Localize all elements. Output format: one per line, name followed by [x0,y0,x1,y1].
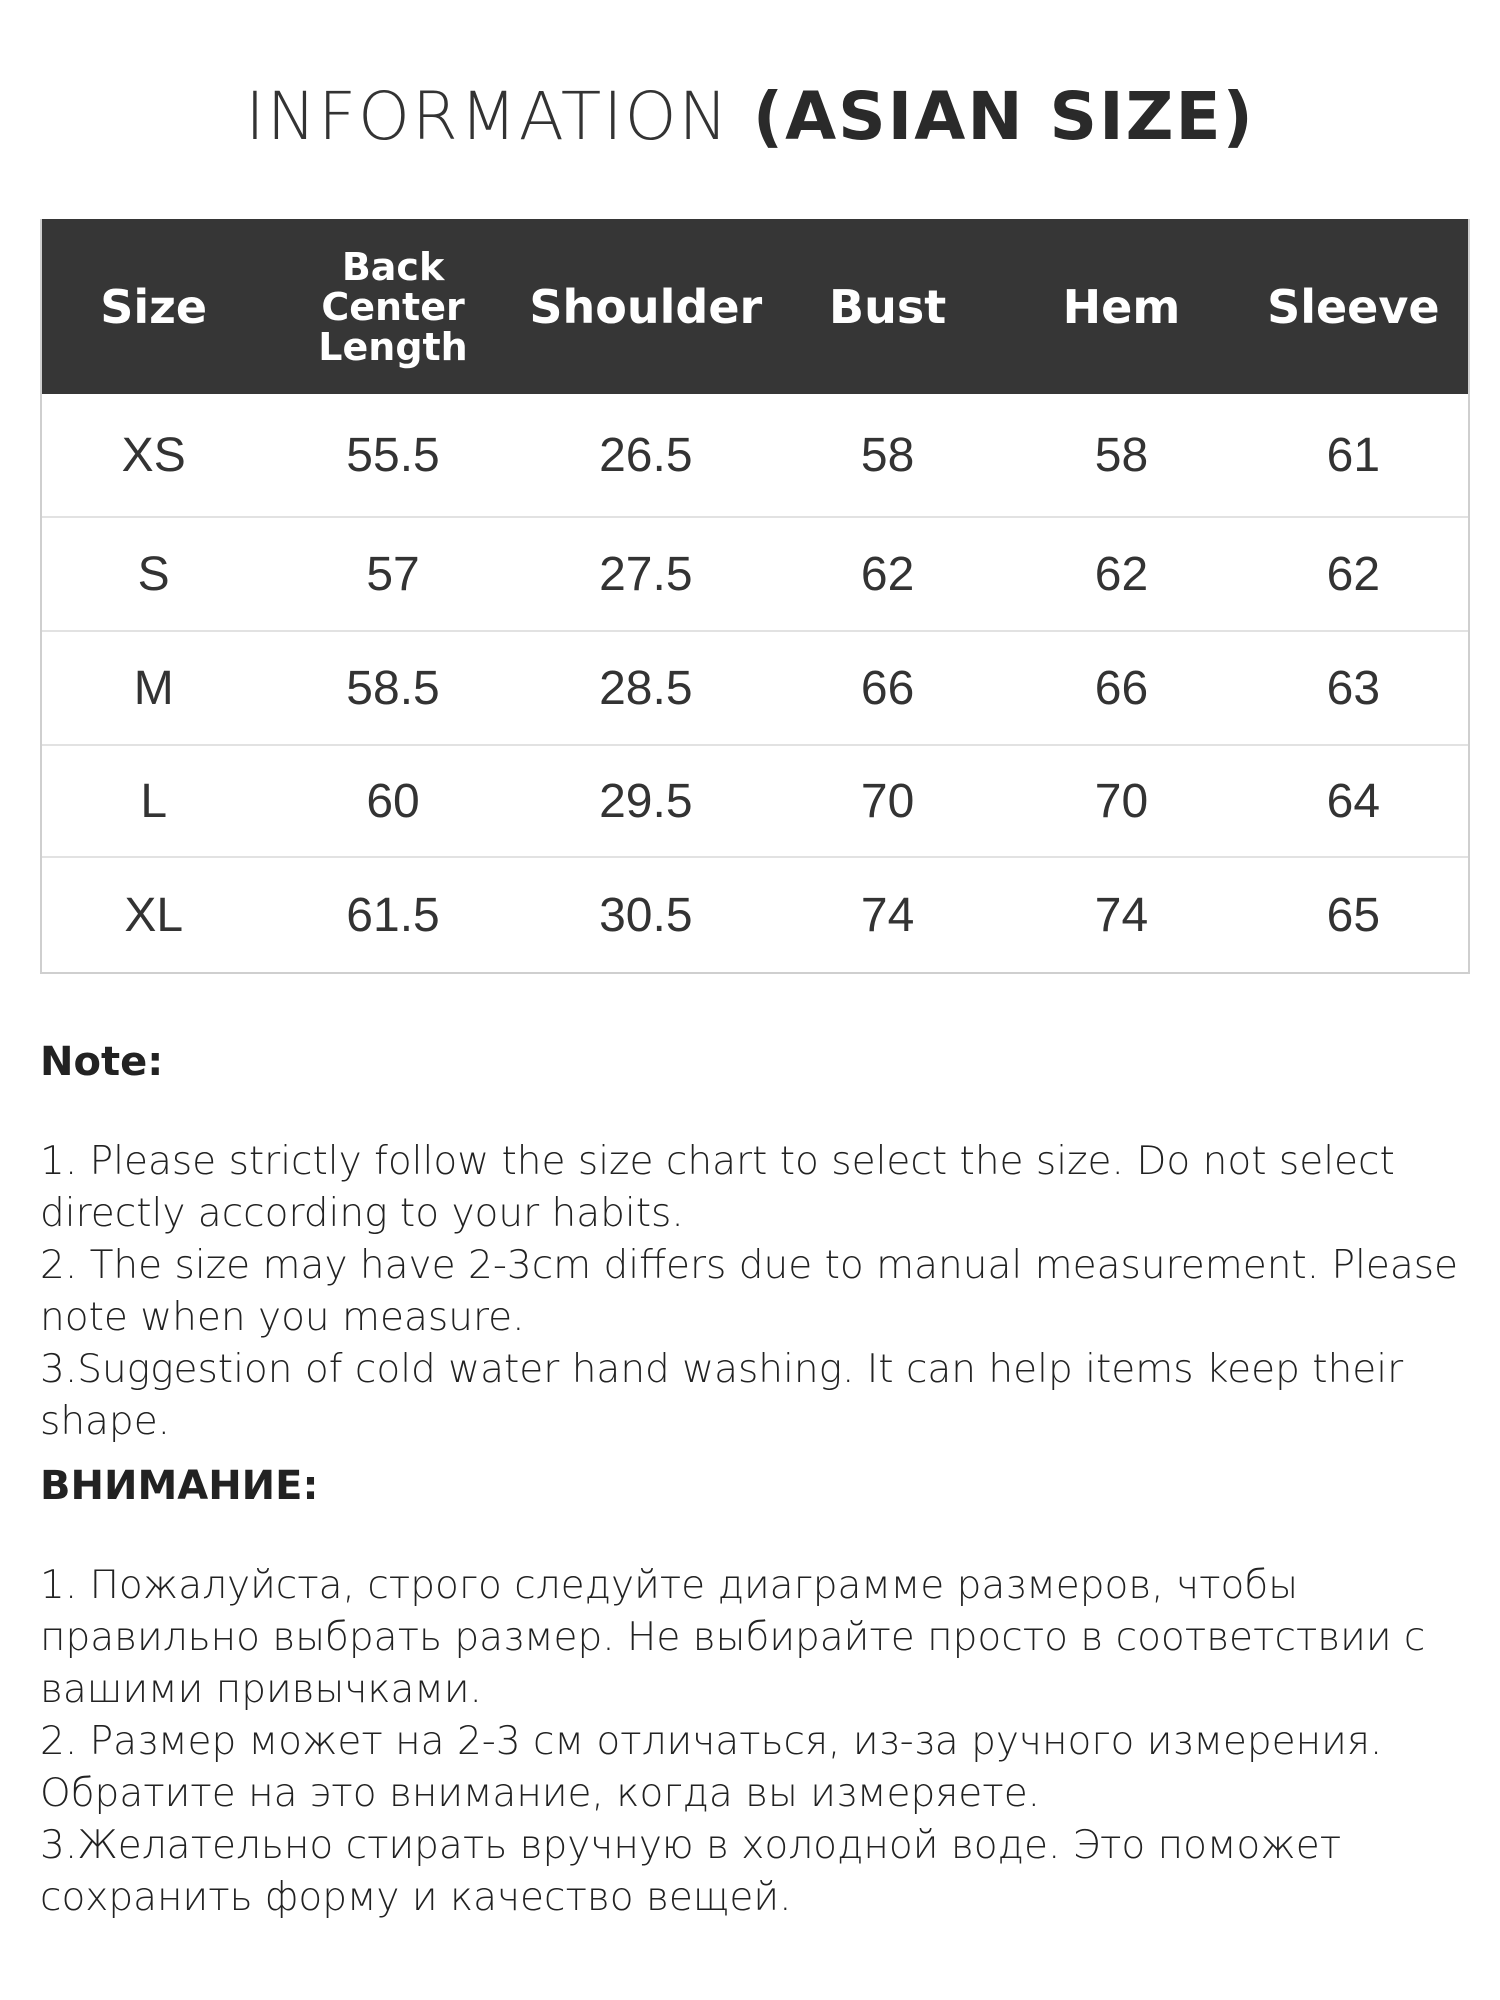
table-cell: 60 [366,774,420,828]
table-cell: 66 [1094,661,1149,715]
table-row: XL 61.5 30.5 74 74 65 [42,858,1468,972]
note-english: Note: 1. Please strictly follow the size… [40,1036,1470,1448]
table-cell: 62 [1326,547,1381,601]
table-cell: 62 [860,547,915,601]
table-cell: 66 [860,661,915,715]
table-row: L 60 29.5 70 70 64 [42,746,1468,858]
note-heading: Note: [40,1039,164,1085]
header-size: Size [100,279,208,334]
note-item: 3.Suggestion of cold water hand washing.… [40,1347,1404,1444]
table-cell: 74 [860,888,915,942]
table-row: S 57 27.5 62 62 62 [42,518,1468,632]
table-cell: 61 [1326,428,1381,482]
table-cell: 58 [1094,428,1149,482]
note-russian: ВНИМАНИЕ: 1. Пожалуйста, строго следуйте… [40,1460,1470,1924]
note-heading: ВНИМАНИЕ: [40,1463,319,1509]
table-cell: 63 [1326,661,1381,715]
table-header: Size Back Center Length Shoulder Bust He… [42,219,1468,394]
table-cell: 64 [1326,774,1381,828]
table-cell: M [133,661,174,715]
note-item: 1. Пожалуйста, строго следуйте диаграмме… [40,1563,1426,1712]
table-row: XS 55.5 26.5 58 58 61 [42,394,1468,518]
header-back-center-length: Back Center Length [318,244,468,369]
table-cell: 62 [1094,547,1149,601]
table-cell: 58 [860,428,915,482]
note-item: 3.Желательно стирать вручную в холодной … [40,1823,1342,1920]
header-bust: Bust [829,279,947,334]
table-row: M 58.5 28.5 66 66 63 [42,632,1468,746]
table-cell: 74 [1094,888,1149,942]
header-sleeve: Sleeve [1267,279,1440,334]
table-cell: XL [124,888,184,942]
table-cell: 58.5 [346,661,440,715]
table-cell: 29.5 [599,774,693,828]
table-cell: L [140,774,168,828]
page-title: INFORMATION (ASIAN SIZE) [245,78,1255,155]
table-cell: 61.5 [346,888,440,942]
table-cell: 57 [366,547,420,601]
table-body: XS 55.5 26.5 58 58 61 S 57 27.5 62 62 62 M 58.5 28.5 66… [42,394,1468,972]
table-cell: 27.5 [599,547,693,601]
table-cell: 26.5 [599,428,693,482]
table-cell: 70 [1094,774,1149,828]
table-cell: 65 [1326,888,1381,942]
table-cell: 70 [860,774,915,828]
header-hem: Hem [1062,279,1181,334]
table-cell: 28.5 [599,661,693,715]
size-table: Size Back Center Length Shoulder Bust He… [40,219,1470,974]
table-cell: S [137,547,170,601]
note-item: 2. The size may have 2-3cm differs due t… [40,1243,1459,1340]
note-item: 1. Please strictly follow the size chart… [40,1139,1395,1236]
table-cell: 30.5 [599,888,693,942]
header-shoulder: Shoulder [529,279,763,334]
table-cell: 55.5 [346,428,440,482]
note-item: 2. Размер может на 2-3 см отличаться, из… [40,1719,1383,1816]
table-cell: XS [121,428,186,482]
